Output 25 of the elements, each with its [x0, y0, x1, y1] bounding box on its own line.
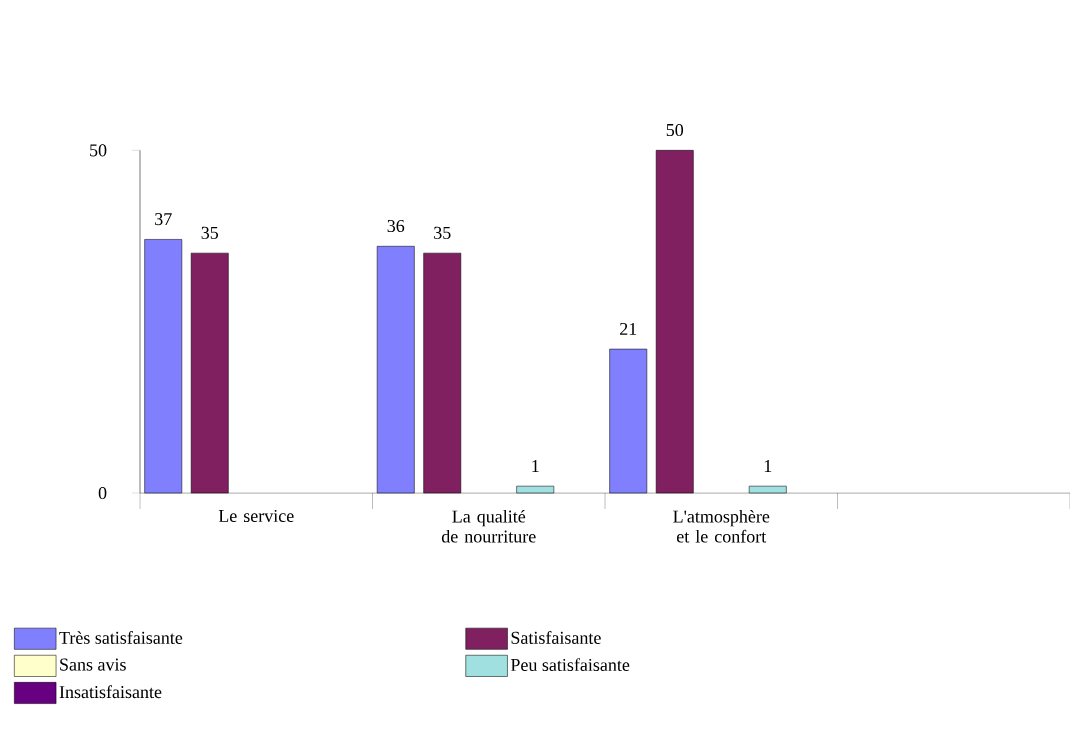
x-tick-label: La qualité de nourriture — [441, 509, 536, 543]
bar — [190, 252, 229, 494]
legend-label: Très satisfaisante — [59, 631, 183, 644]
bar — [516, 485, 555, 494]
data-label: 50 — [666, 123, 684, 137]
bar — [748, 485, 787, 494]
legend-label: Sans avis — [60, 658, 126, 671]
data-label: 35 — [201, 226, 219, 239]
legend-label: Insatisfaisante — [59, 685, 162, 699]
y-tick-label: 0 — [98, 486, 107, 500]
x-tick-label: Le service — [218, 509, 294, 523]
data-label: 35 — [434, 226, 451, 239]
bar — [609, 348, 648, 494]
data-label: 21 — [620, 322, 637, 335]
data-label: 1 — [532, 460, 539, 472]
data-label: 37 — [155, 213, 172, 226]
bar — [423, 252, 462, 494]
legend-label: Satisfaisante — [511, 631, 601, 644]
data-label: 1 — [764, 460, 772, 472]
bar — [144, 239, 183, 494]
data-label: 36 — [387, 219, 405, 233]
bar — [376, 246, 415, 494]
bar — [655, 150, 694, 494]
x-tick-label: L'atmosphère et le confort — [673, 509, 770, 543]
legend-label: Peu satisfaisante — [510, 658, 630, 672]
